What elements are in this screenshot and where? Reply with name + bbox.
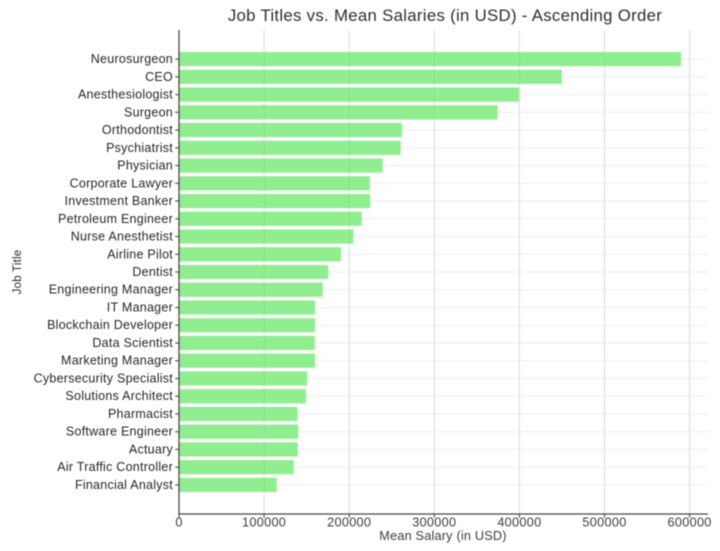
svg-text:Job Titles vs. Mean Salaries (: Job Titles vs. Mean Salaries (in USD) - … [228,6,662,25]
svg-text:Nurse Anesthetist: Nurse Anesthetist [71,230,173,244]
svg-text:Psychiatrist: Psychiatrist [106,141,173,155]
svg-text:Air Traffic Controller: Air Traffic Controller [57,460,173,474]
svg-text:Physician: Physician [117,159,173,173]
svg-text:600000: 600000 [668,515,712,529]
svg-text:Airline Pilot: Airline Pilot [107,247,173,261]
svg-text:0: 0 [175,515,182,529]
svg-text:Mean Salary (in USD): Mean Salary (in USD) [379,529,506,543]
svg-text:Marketing Manager: Marketing Manager [61,354,173,368]
svg-text:Blockchain Developer: Blockchain Developer [47,318,173,332]
svg-text:Data Scientist: Data Scientist [92,336,173,350]
svg-text:Financial Analyst: Financial Analyst [75,478,173,492]
svg-text:Neurosurgeon: Neurosurgeon [91,52,173,66]
svg-text:Surgeon: Surgeon [124,105,173,119]
svg-text:Investment Banker: Investment Banker [65,194,173,208]
svg-text:Engineering Manager: Engineering Manager [49,283,173,297]
svg-text:Orthodontist: Orthodontist [102,123,173,137]
svg-text:Corporate Lawyer: Corporate Lawyer [70,176,173,190]
svg-text:Pharmacist: Pharmacist [108,407,173,421]
svg-text:400000: 400000 [497,515,541,529]
svg-text:IT Manager: IT Manager [107,301,173,315]
svg-text:200000: 200000 [327,515,371,529]
svg-text:Software Engineer: Software Engineer [66,425,173,439]
svg-text:Petroleum Engineer: Petroleum Engineer [58,212,173,226]
svg-text:100000: 100000 [242,515,286,529]
svg-text:Solutions Architect: Solutions Architect [65,389,173,403]
svg-text:CEO: CEO [145,70,173,84]
svg-text:Dentist: Dentist [132,265,173,279]
svg-text:Actuary: Actuary [129,442,174,456]
svg-text:300000: 300000 [412,515,456,529]
svg-text:Cybersecurity Specialist: Cybersecurity Specialist [34,372,174,386]
svg-text:Anesthesiologist: Anesthesiologist [78,88,173,102]
svg-text:Job Title: Job Title [12,250,24,295]
svg-text:500000: 500000 [582,515,626,529]
